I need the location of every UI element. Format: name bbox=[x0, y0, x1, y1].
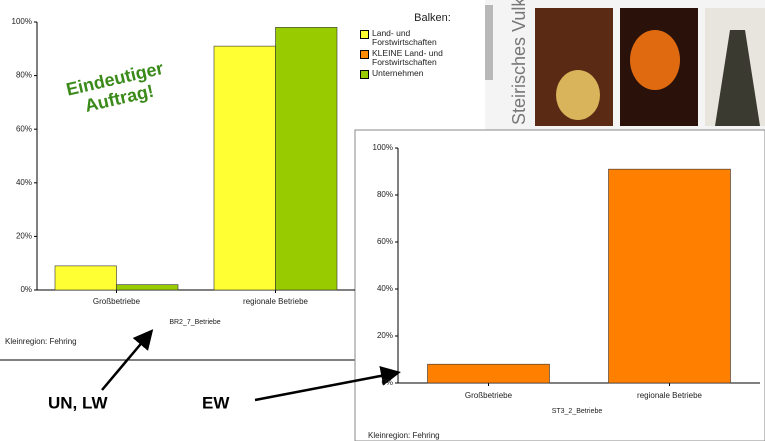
y-tick-label: 40% bbox=[16, 178, 32, 187]
legend-swatch bbox=[360, 50, 369, 59]
footnote: Kleinregion: Fehring bbox=[368, 431, 440, 440]
photo-dirndl bbox=[715, 30, 760, 126]
photo-caption: Steirisches Vulkanland bbox=[509, 0, 529, 125]
legend-item: KLEINE Land- und Forstwirtschaften bbox=[360, 49, 485, 67]
arrow-label: UN, LW bbox=[48, 393, 108, 412]
y-tick-label: 0% bbox=[20, 285, 32, 294]
legend-swatch bbox=[360, 30, 369, 39]
y-tick-label: 40% bbox=[377, 284, 393, 293]
arrow bbox=[254, 365, 401, 402]
bar bbox=[427, 363, 550, 384]
legend-label: KLEINE Land- und Forstwirtschaften bbox=[372, 48, 443, 67]
photo-glass bbox=[556, 70, 600, 120]
photo-flame bbox=[630, 30, 680, 90]
bar bbox=[116, 284, 179, 291]
photo-edge bbox=[485, 5, 493, 80]
y-tick-label: 60% bbox=[377, 237, 393, 246]
legend-label: Land- und Forstwirtschaften bbox=[372, 28, 437, 47]
bar bbox=[213, 45, 276, 291]
bar bbox=[608, 168, 731, 384]
y-tick-label: 80% bbox=[377, 190, 393, 199]
y-tick-label: 60% bbox=[16, 124, 32, 133]
bar bbox=[54, 265, 117, 291]
legend-item: Land- und Forstwirtschaften bbox=[360, 29, 485, 47]
y-tick-label: 20% bbox=[377, 331, 393, 340]
legend-swatch bbox=[360, 70, 369, 79]
arrow-label: EW bbox=[202, 393, 230, 412]
footnote: Kleinregion: Fehring bbox=[5, 337, 77, 346]
y-tick-label: 100% bbox=[12, 17, 32, 26]
y-tick-label: 80% bbox=[16, 71, 32, 80]
arrow bbox=[101, 329, 154, 391]
legend-item: Unternehmen bbox=[360, 69, 485, 79]
y-tick-label: 100% bbox=[373, 143, 393, 152]
x-tick-label: Großbetriebe bbox=[93, 297, 141, 306]
y-tick-label: 20% bbox=[16, 232, 32, 241]
y-tick-label: 0% bbox=[381, 378, 393, 387]
legend: Balken: Land- und Forstwirtschaften KLEINE… bbox=[360, 12, 485, 81]
x-tick-label: Großbetriebe bbox=[465, 391, 513, 400]
x-tick-label: regionale Betriebe bbox=[243, 297, 308, 306]
legend-title: Balken: bbox=[414, 12, 451, 24]
x-axis-label: ST3_2_Betriebe bbox=[552, 408, 603, 415]
x-axis-label: BR2_7_Betriebe bbox=[169, 319, 220, 326]
bar bbox=[275, 27, 338, 291]
legend-label: Unternehmen bbox=[372, 68, 424, 78]
x-tick-label: regionale Betriebe bbox=[637, 391, 702, 400]
